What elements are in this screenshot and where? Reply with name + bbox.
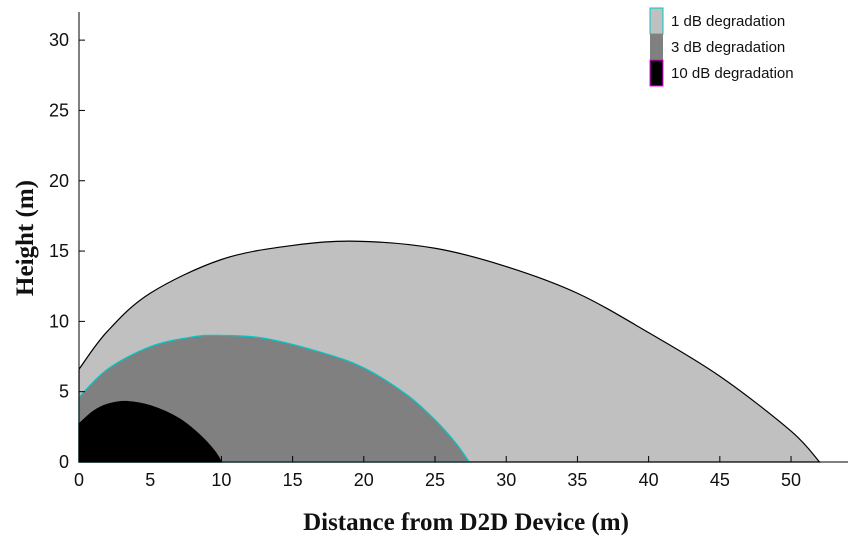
x-axis-title: Distance from D2D Device (m): [303, 509, 629, 536]
x-tick-label: 20: [354, 470, 374, 490]
legend-swatch: [649, 7, 664, 35]
y-tick-label: 30: [49, 30, 69, 50]
legend-swatch: [649, 59, 664, 87]
series-area-3: [78, 400, 223, 463]
y-tick-label: 10: [49, 311, 69, 331]
y-tick-label: 5: [59, 382, 69, 402]
x-tick-label: 50: [781, 470, 801, 490]
legend-label: 10 dB degradation: [671, 65, 794, 82]
x-tick-label: 45: [710, 470, 730, 490]
x-tick-label: 15: [283, 470, 303, 490]
legend-label: 1 dB degradation: [671, 13, 785, 30]
y-tick-label: 0: [59, 452, 69, 472]
y-tick-label: 15: [49, 241, 69, 261]
x-tick-label: 40: [639, 470, 659, 490]
y-axis-title: Height (m): [12, 180, 39, 296]
x-tick-label: 35: [567, 470, 587, 490]
axes-group: 0 5 10 15 20 25 30 35 40 45 50 0 5 10 15 20 25 30: [49, 12, 848, 490]
legend-label: 3 dB degradation: [671, 39, 785, 56]
x-tick-label: 30: [496, 470, 516, 490]
x-tick-label: 10: [211, 470, 231, 490]
x-tick-label: 25: [425, 470, 445, 490]
series-group: [78, 240, 821, 463]
x-tick-label: 0: [74, 470, 84, 490]
legend-swatch: [650, 34, 663, 60]
x-tick-label: 5: [145, 470, 155, 490]
legend: 1 dB degradation 3 dB degradation 10 dB de…: [649, 7, 794, 87]
y-tick-label: 20: [49, 171, 69, 191]
y-tick-label: 25: [49, 100, 69, 120]
